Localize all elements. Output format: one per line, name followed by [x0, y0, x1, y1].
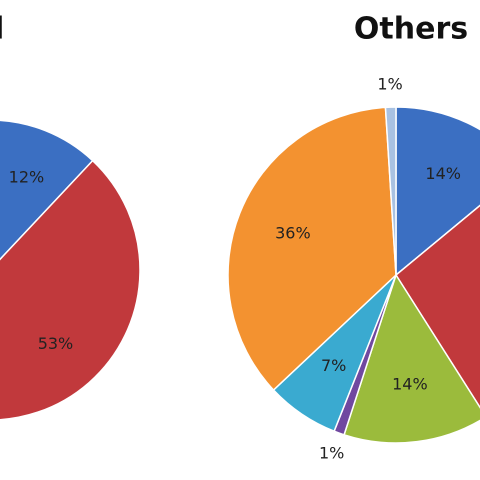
- chart-title: l: [0, 12, 4, 47]
- value-label: 12%: [9, 167, 45, 186]
- pie-slice: [0, 159, 141, 421]
- value-label: 1%: [319, 443, 344, 462]
- pie-slice: [395, 204, 480, 409]
- chart-title: Others: [354, 12, 468, 47]
- value-label: 1%: [377, 75, 402, 94]
- value-label: 7%: [321, 356, 346, 375]
- pie-slice: [0, 119, 94, 261]
- pie-slice: [384, 106, 397, 276]
- value-label: 14%: [392, 375, 428, 394]
- pie-slice: [395, 106, 480, 277]
- value-label: 14%: [425, 164, 461, 183]
- pie-slice: [227, 106, 397, 392]
- value-label: 36%: [275, 224, 311, 243]
- pie-slice: [343, 273, 480, 444]
- value-label: 53%: [38, 334, 74, 353]
